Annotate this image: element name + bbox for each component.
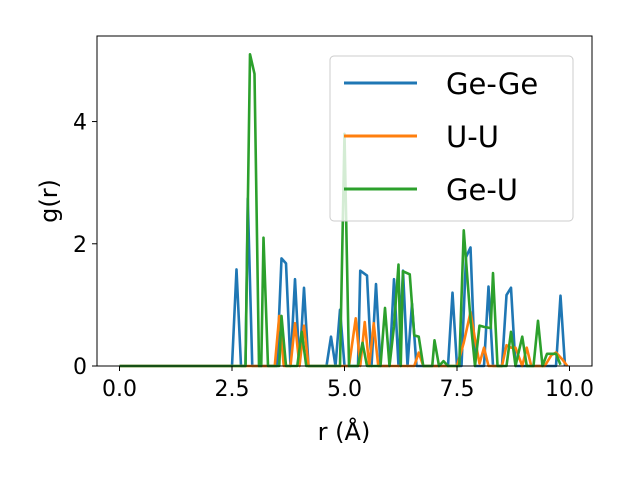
x-tick-label: 0.0 [102,377,137,402]
x-tick-label: 2.5 [215,377,250,402]
y-tick-label: 4 [73,111,87,136]
series-line-ge-ge [119,197,567,368]
x-tick-label: 10.0 [545,377,594,402]
x-axis-label: r (Å) [318,417,371,446]
legend-label-ge-ge: Ge-Ge [446,67,538,101]
x-tick-label: 5.0 [327,377,362,402]
legend-box [329,55,574,222]
y-axis: 0 2 4 [73,111,97,380]
series-line-ge-u [119,53,562,368]
y-axis-label: g(r) [35,179,63,223]
legend: Ge-Ge U-U Ge-U [329,55,574,222]
y-tick-label: 2 [73,233,87,258]
x-axis: 0.0 2.5 5.0 7.5 10.0 [102,366,594,402]
legend-label-u-u: U-U [446,120,499,154]
legend-label-ge-u: Ge-U [446,173,518,207]
x-tick-label: 7.5 [440,377,475,402]
y-tick-label: 0 [73,355,87,380]
